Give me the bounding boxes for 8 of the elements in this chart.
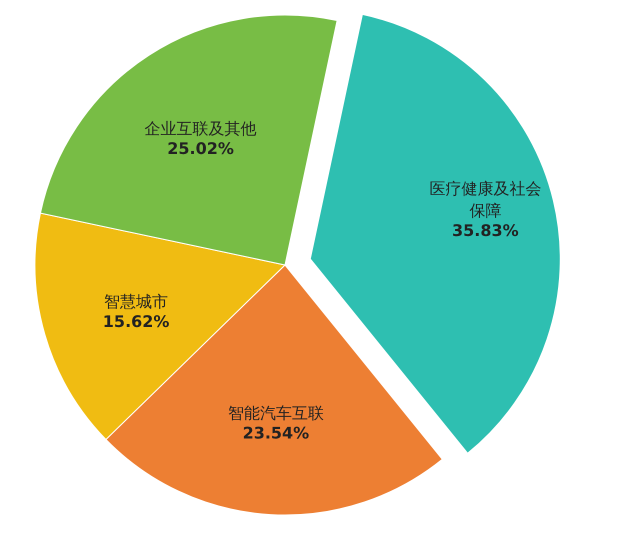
slice-label: 智能汽车互联 xyxy=(228,404,324,423)
slice-label: 医疗健康及社会保障 xyxy=(429,178,542,220)
data-label: 25.02% xyxy=(167,139,234,158)
data-label: 23.54% xyxy=(242,424,310,443)
data-label: 15.62% xyxy=(102,312,170,332)
data-label: 35.83% xyxy=(452,220,519,240)
slice-label: 企业互联及其他 xyxy=(144,119,257,138)
slice-label: 智慧城市 xyxy=(104,292,168,312)
